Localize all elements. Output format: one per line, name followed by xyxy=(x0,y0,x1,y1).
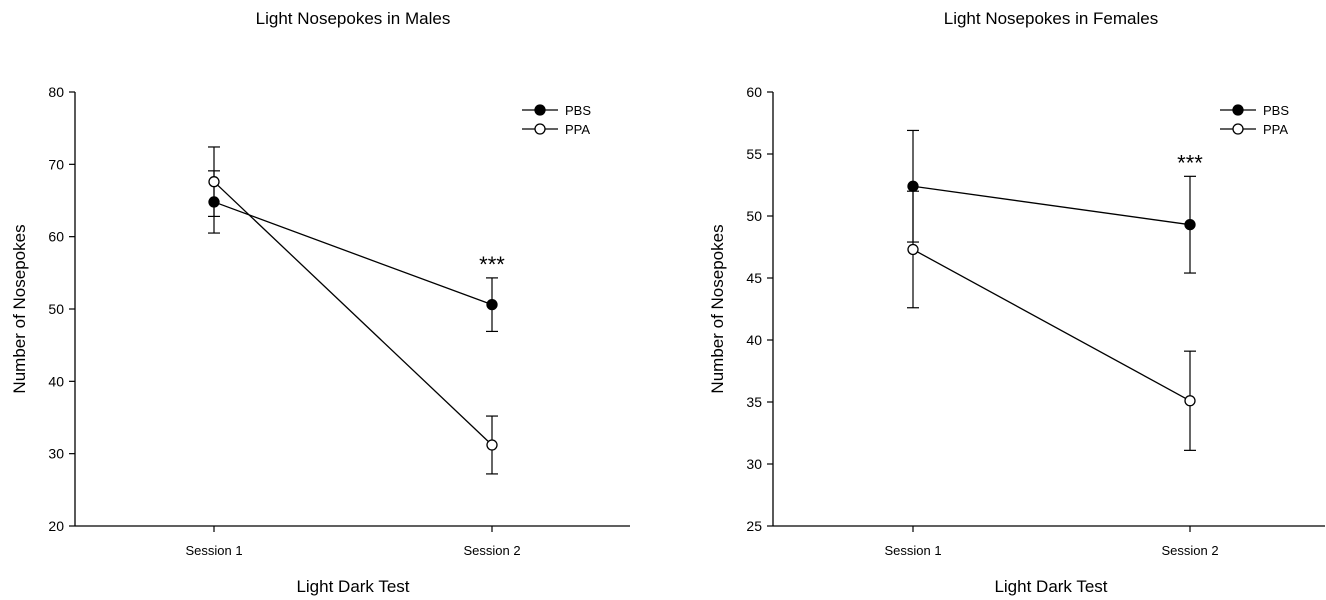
x-axis-label: Light Dark Test xyxy=(994,577,1107,596)
legend-marker-pbs xyxy=(1232,104,1244,116)
y-tick-label: 30 xyxy=(48,446,64,462)
y-axis-label: Number of Nosepokes xyxy=(10,224,29,393)
data-point-ppa xyxy=(1184,395,1196,407)
y-tick-label: 50 xyxy=(746,208,762,224)
chart-title: Light Nosepokes in Males xyxy=(256,9,451,28)
y-tick-label: 80 xyxy=(48,84,64,100)
x-tick-label: Session 1 xyxy=(884,543,941,558)
x-tick-label: Session 2 xyxy=(1161,543,1218,558)
plot-area: 25 30 35 40 45 50 55 60 *** xyxy=(746,84,1325,534)
series-line-ppa xyxy=(213,181,493,446)
x-tick-label: Session 1 xyxy=(185,543,242,558)
legend-marker-ppa xyxy=(534,123,546,135)
legend: PBS PPA xyxy=(1220,103,1289,137)
y-tick-label: 70 xyxy=(48,156,64,172)
data-point-pbs xyxy=(486,299,498,311)
chart-title: Light Nosepokes in Females xyxy=(944,9,1159,28)
data-point-ppa xyxy=(907,243,919,256)
series-line-pbs xyxy=(912,185,1191,226)
y-tick-label: 40 xyxy=(48,373,64,389)
data-point-ppa xyxy=(208,176,220,188)
series-line-pbs xyxy=(213,201,493,306)
y-tick-label: 55 xyxy=(746,146,762,162)
legend-label-pbs: PBS xyxy=(565,103,591,118)
y-tick-label: 40 xyxy=(746,332,762,348)
series-line-ppa xyxy=(912,248,1191,402)
legend-label-ppa: PPA xyxy=(1263,122,1288,137)
significance-annotation: *** xyxy=(479,252,505,277)
y-tick-label: 30 xyxy=(746,456,762,472)
x-tick-label: Session 2 xyxy=(463,543,520,558)
chart-panel-males: Light Nosepokes in Males Light Dark Test… xyxy=(10,9,630,596)
x-axis-label: Light Dark Test xyxy=(296,577,409,596)
legend: PBS PPA xyxy=(522,103,591,137)
y-tick-label: 60 xyxy=(746,84,762,100)
plot-area: 20 30 40 50 60 70 80 *** xyxy=(48,84,630,534)
y-tick-label: 20 xyxy=(48,518,64,534)
data-point-pbs xyxy=(907,180,919,192)
legend-marker-pbs xyxy=(534,104,546,116)
y-tick-label: 25 xyxy=(746,518,762,534)
significance-annotation: *** xyxy=(1177,150,1203,175)
y-tick-label: 60 xyxy=(48,229,64,245)
data-point-pbs xyxy=(1184,219,1196,231)
y-axis-label: Number of Nosepokes xyxy=(708,224,727,393)
legend-label-ppa: PPA xyxy=(565,122,590,137)
data-point-ppa xyxy=(486,439,498,451)
y-tick-label: 35 xyxy=(746,394,762,410)
y-tick-label: 50 xyxy=(48,301,64,317)
chart-panel-females: Light Nosepokes in Females Light Dark Te… xyxy=(708,9,1325,596)
y-tick-label: 45 xyxy=(746,270,762,286)
legend-label-pbs: PBS xyxy=(1263,103,1289,118)
data-point-pbs xyxy=(208,196,220,208)
legend-marker-ppa xyxy=(1232,123,1244,135)
